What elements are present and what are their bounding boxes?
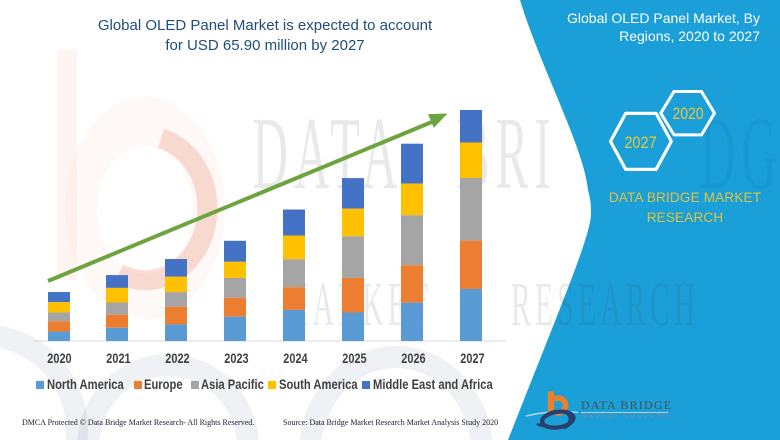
- svg-text:DATA: DATA: [253, 96, 404, 211]
- svg-text:RESEARCH: RESEARCH: [511, 269, 699, 339]
